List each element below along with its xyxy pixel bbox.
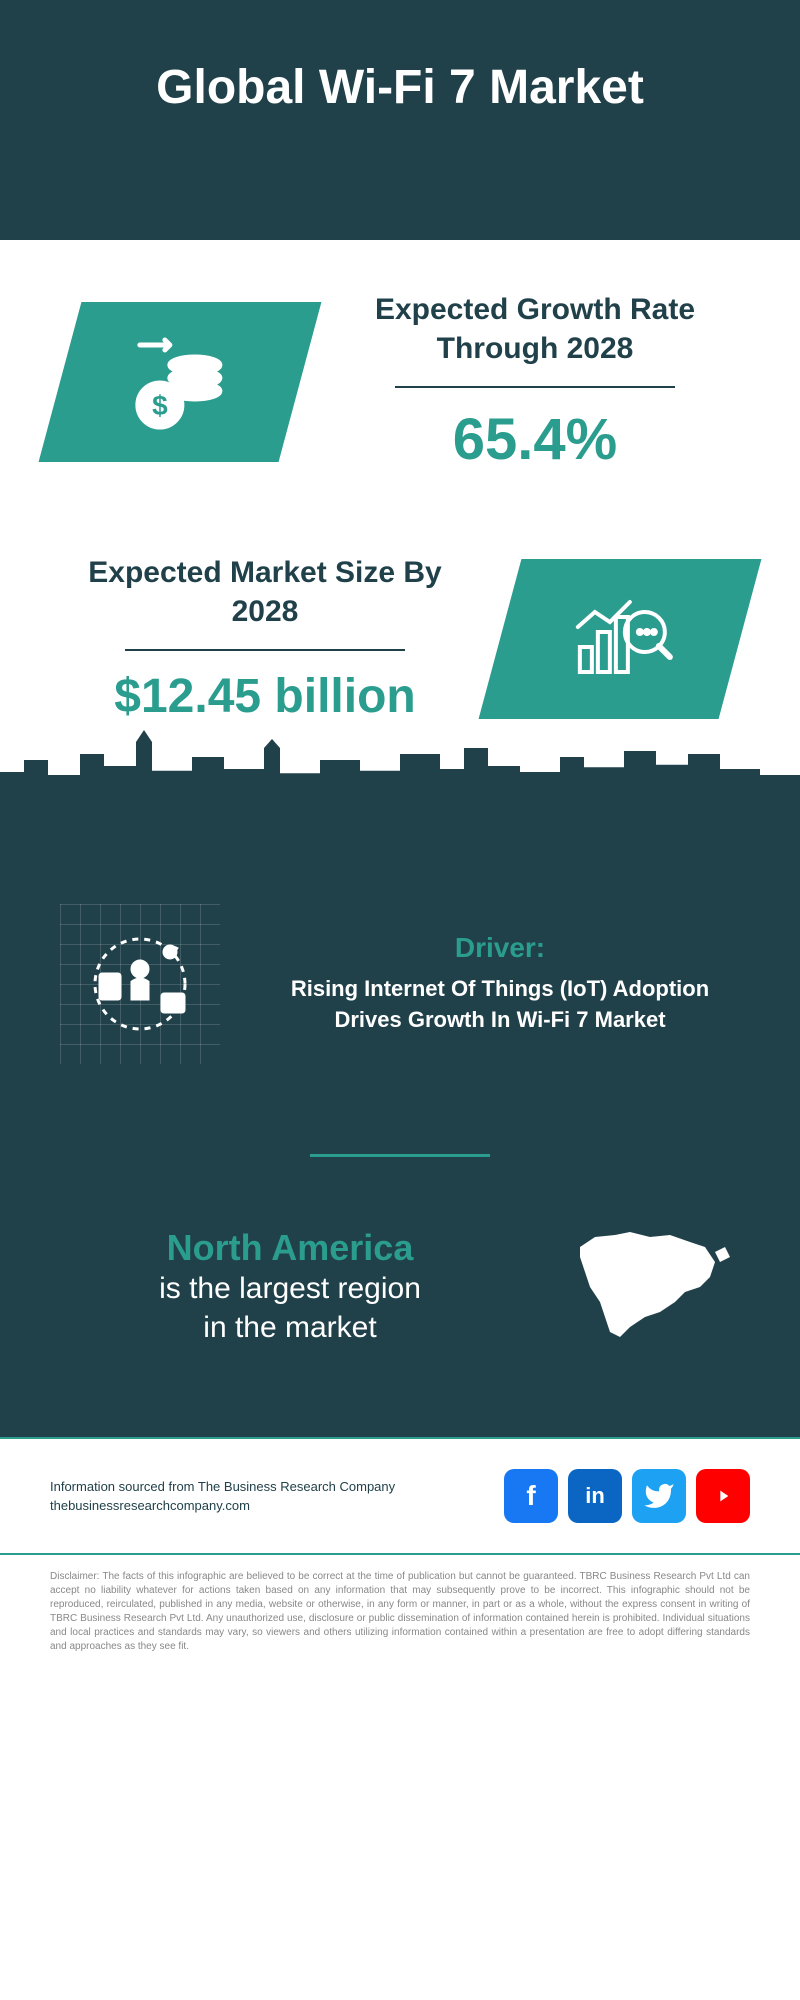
region-line1: is the largest region xyxy=(60,1269,520,1308)
driver-title: Driver: xyxy=(260,932,740,964)
market-text: Expected Market Size By 2028 $12.45 bill… xyxy=(60,553,470,724)
footer-source: Information sourced from The Business Re… xyxy=(50,1477,395,1516)
linkedin-icon[interactable]: in xyxy=(568,1469,622,1523)
market-size-section: Expected Market Size By 2028 $12.45 bill… xyxy=(0,503,800,754)
growth-icon-box: $ xyxy=(39,302,322,462)
north-america-map-icon xyxy=(560,1217,740,1357)
disclaimer: Disclaimer: The facts of this infographi… xyxy=(0,1555,800,1694)
money-growth-icon: $ xyxy=(120,319,240,444)
market-icon-box xyxy=(479,559,762,719)
region-highlight: North America xyxy=(60,1227,520,1269)
svg-text:$: $ xyxy=(152,389,168,420)
region-text: North America is the largest region in t… xyxy=(60,1227,520,1347)
twitter-icon[interactable] xyxy=(632,1469,686,1523)
market-label: Expected Market Size By 2028 xyxy=(60,553,470,631)
growth-text: Expected Growth Rate Through 2028 65.4% xyxy=(330,290,740,473)
source-url: thebusinessresearchcompany.com xyxy=(50,1496,395,1516)
growth-label: Expected Growth Rate Through 2028 xyxy=(330,290,740,368)
youtube-icon[interactable] xyxy=(696,1469,750,1523)
iot-devices-icon xyxy=(60,904,220,1064)
page-title: Global Wi-Fi 7 Market xyxy=(156,60,644,115)
separator xyxy=(0,1124,800,1187)
divider xyxy=(125,649,405,651)
driver-body: Rising Internet Of Things (IoT) Adoption… xyxy=(260,974,740,1036)
source-line: Information sourced from The Business Re… xyxy=(50,1477,395,1497)
footer: Information sourced from The Business Re… xyxy=(0,1437,800,1555)
driver-text: Driver: Rising Internet Of Things (IoT) … xyxy=(260,932,740,1036)
driver-section: Driver: Rising Internet Of Things (IoT) … xyxy=(0,884,800,1124)
market-value: $12.45 billion xyxy=(60,669,470,724)
region-section: North America is the largest region in t… xyxy=(0,1187,800,1437)
region-line2: in the market xyxy=(60,1308,520,1347)
social-icons: f in xyxy=(504,1469,750,1523)
skyline-graphic xyxy=(0,784,800,884)
header: Global Wi-Fi 7 Market xyxy=(0,0,800,240)
divider xyxy=(395,386,675,388)
growth-value: 65.4% xyxy=(330,406,740,473)
growth-rate-section: $ Expected Growth Rate Through 2028 65.4… xyxy=(0,240,800,503)
separator-line xyxy=(310,1154,490,1157)
facebook-icon[interactable]: f xyxy=(504,1469,558,1523)
chart-analysis-icon xyxy=(560,576,680,701)
